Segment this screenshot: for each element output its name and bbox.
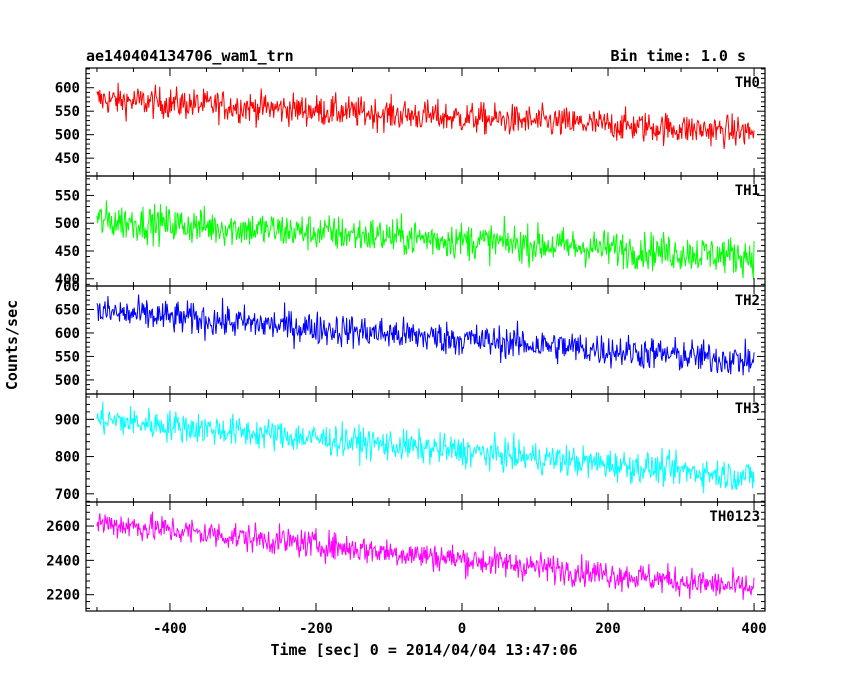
x-axis: -400 -200 0 200 400	[153, 621, 767, 637]
y-tick-label: 450	[55, 151, 80, 167]
panel-label-th2: TH2	[735, 293, 760, 309]
y-axis-label: Counts/sec	[3, 300, 21, 390]
y-tick-label: 2200	[46, 588, 80, 604]
panel-label-th1: TH1	[735, 183, 760, 199]
y-tick-label: 2400	[46, 553, 80, 569]
series-th2	[96, 294, 755, 376]
y-tick-label: 700	[55, 279, 80, 295]
y-tick-label: 500	[55, 128, 80, 144]
y-tick-label: 650	[55, 302, 80, 318]
panel-label-th0123: TH0123	[709, 509, 760, 525]
panel-th0123: 2200 2400 2600 TH0123	[46, 501, 766, 612]
y-tick-label: 800	[55, 450, 80, 466]
x-axis-label: Time [sec] 0 = 2014/04/04 13:47:06	[270, 641, 577, 659]
y-tick-label: 550	[55, 188, 80, 204]
panel-stack: 450 500 550 600 TH0 400 450 500 550 TH1 500 550 600 6…	[46, 67, 766, 612]
y-tick-label: 2600	[46, 519, 80, 535]
panel-label-th3: TH3	[735, 401, 760, 417]
chart-title: ae140404134706_wam1_trn	[86, 47, 294, 65]
panel-th0: 450 500 550 600 TH0	[55, 67, 766, 177]
y-tick-label: 550	[55, 104, 80, 120]
y-tick-label: 600	[55, 326, 80, 342]
y-tick-label: 900	[55, 412, 80, 428]
x-tick-label: 200	[595, 621, 620, 637]
y-tick-label: 450	[55, 244, 80, 260]
panel-label-th0: TH0	[735, 75, 760, 91]
bin-time-label: Bin time: 1.0 s	[611, 47, 746, 65]
x-tick-label: 400	[741, 621, 766, 637]
y-tick-label: 600	[55, 81, 80, 97]
y-tick-label: 500	[55, 373, 80, 389]
y-tick-label: 550	[55, 349, 80, 365]
y-tick-label: 500	[55, 216, 80, 232]
series-th0123	[96, 511, 755, 600]
series-th1	[96, 200, 755, 280]
x-tick-label: 0	[458, 621, 466, 637]
panel-th2: 500 550 600 650 700 TH2	[55, 279, 766, 395]
y-tick-label: 400	[55, 272, 80, 288]
y-tick-label: 700	[55, 487, 80, 503]
x-tick-label: -200	[299, 621, 333, 637]
series-th0	[96, 82, 755, 150]
series-th3	[96, 401, 755, 494]
x-tick-label: -400	[153, 621, 187, 637]
panel-th1: 400 450 500 550 TH1	[55, 175, 766, 288]
panel-th3: 700 800 900 TH3	[55, 393, 766, 503]
